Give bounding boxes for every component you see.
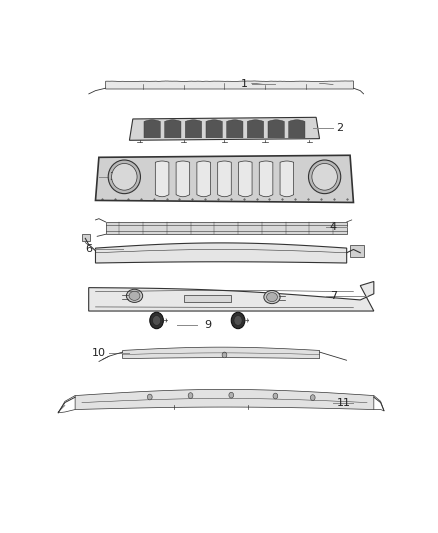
Text: 2: 2 (336, 123, 344, 133)
Bar (184, 295, 231, 302)
Text: 10: 10 (92, 348, 106, 358)
Circle shape (234, 316, 242, 325)
Ellipse shape (112, 164, 137, 190)
Text: 1: 1 (241, 79, 248, 90)
Ellipse shape (312, 164, 337, 190)
Circle shape (188, 393, 193, 399)
Text: 7: 7 (330, 291, 337, 301)
Polygon shape (259, 161, 273, 197)
Circle shape (229, 392, 233, 398)
Polygon shape (238, 161, 252, 197)
Polygon shape (155, 161, 169, 197)
Polygon shape (226, 120, 243, 138)
Ellipse shape (108, 160, 141, 193)
Ellipse shape (264, 290, 280, 304)
Polygon shape (95, 243, 346, 263)
Polygon shape (268, 120, 284, 138)
Circle shape (152, 316, 161, 325)
Circle shape (150, 312, 163, 329)
Bar (106, 222, 346, 235)
Text: 3: 3 (109, 172, 116, 182)
Polygon shape (206, 120, 223, 138)
Text: 11: 11 (336, 398, 350, 408)
Circle shape (231, 312, 245, 329)
Polygon shape (185, 120, 201, 138)
Polygon shape (197, 161, 211, 197)
Polygon shape (165, 120, 181, 138)
Circle shape (148, 394, 152, 400)
Bar (350, 245, 364, 257)
Polygon shape (280, 161, 293, 197)
Polygon shape (247, 120, 264, 138)
Ellipse shape (308, 160, 341, 193)
Polygon shape (106, 81, 353, 89)
Polygon shape (95, 155, 353, 203)
Circle shape (273, 393, 278, 399)
Bar (82, 234, 90, 241)
Text: 6: 6 (85, 245, 92, 254)
Ellipse shape (129, 292, 140, 301)
Text: 9: 9 (204, 320, 211, 330)
Ellipse shape (267, 293, 277, 302)
Polygon shape (289, 120, 305, 138)
Polygon shape (144, 120, 160, 138)
Text: 4: 4 (330, 222, 337, 232)
Polygon shape (123, 347, 320, 359)
Polygon shape (130, 117, 320, 140)
Circle shape (222, 352, 227, 358)
Ellipse shape (127, 289, 143, 302)
Polygon shape (75, 390, 374, 409)
Circle shape (311, 395, 315, 400)
Polygon shape (218, 161, 231, 197)
Polygon shape (176, 161, 190, 197)
Polygon shape (88, 281, 374, 311)
